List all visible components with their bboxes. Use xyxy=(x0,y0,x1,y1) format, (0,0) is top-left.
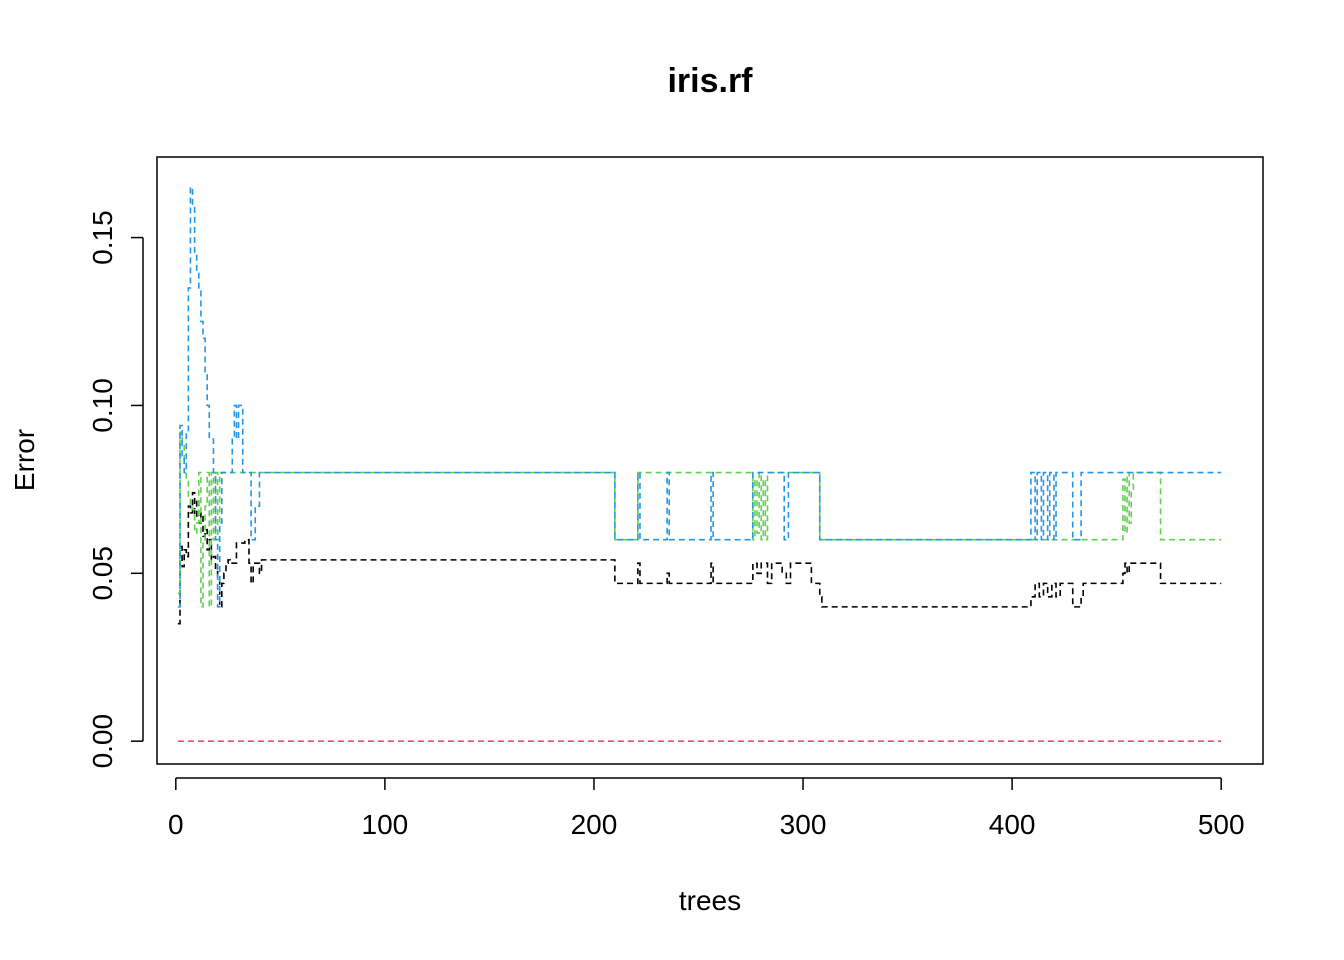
x-tick-label: 200 xyxy=(571,809,618,840)
x-axis: 0 100 200 300 400 500 xyxy=(168,777,1245,840)
series-line-4 xyxy=(177,186,1222,608)
chart-title: iris.rf xyxy=(667,62,753,100)
x-tick-label: 0 xyxy=(168,809,184,840)
y-axis: 0.00 0.05 0.10 0.15 xyxy=(87,210,144,769)
plot-frame xyxy=(156,156,1264,765)
x-axis-label: trees xyxy=(679,885,741,916)
y-tick-label: 0.05 xyxy=(87,546,118,601)
x-tick-label: 500 xyxy=(1198,809,1245,840)
series-layer xyxy=(177,186,1222,742)
series-line-3 xyxy=(177,431,1222,608)
series-line-1 xyxy=(177,491,1222,625)
y-axis-label: Error xyxy=(9,429,40,491)
y-tick-label: 0.10 xyxy=(87,378,118,433)
y-tick-label: 0.15 xyxy=(87,210,118,265)
x-tick-label: 400 xyxy=(989,809,1036,840)
x-tick-label: 100 xyxy=(362,809,409,840)
x-tick-label: 300 xyxy=(780,809,827,840)
y-tick-label: 0.00 xyxy=(87,714,118,769)
